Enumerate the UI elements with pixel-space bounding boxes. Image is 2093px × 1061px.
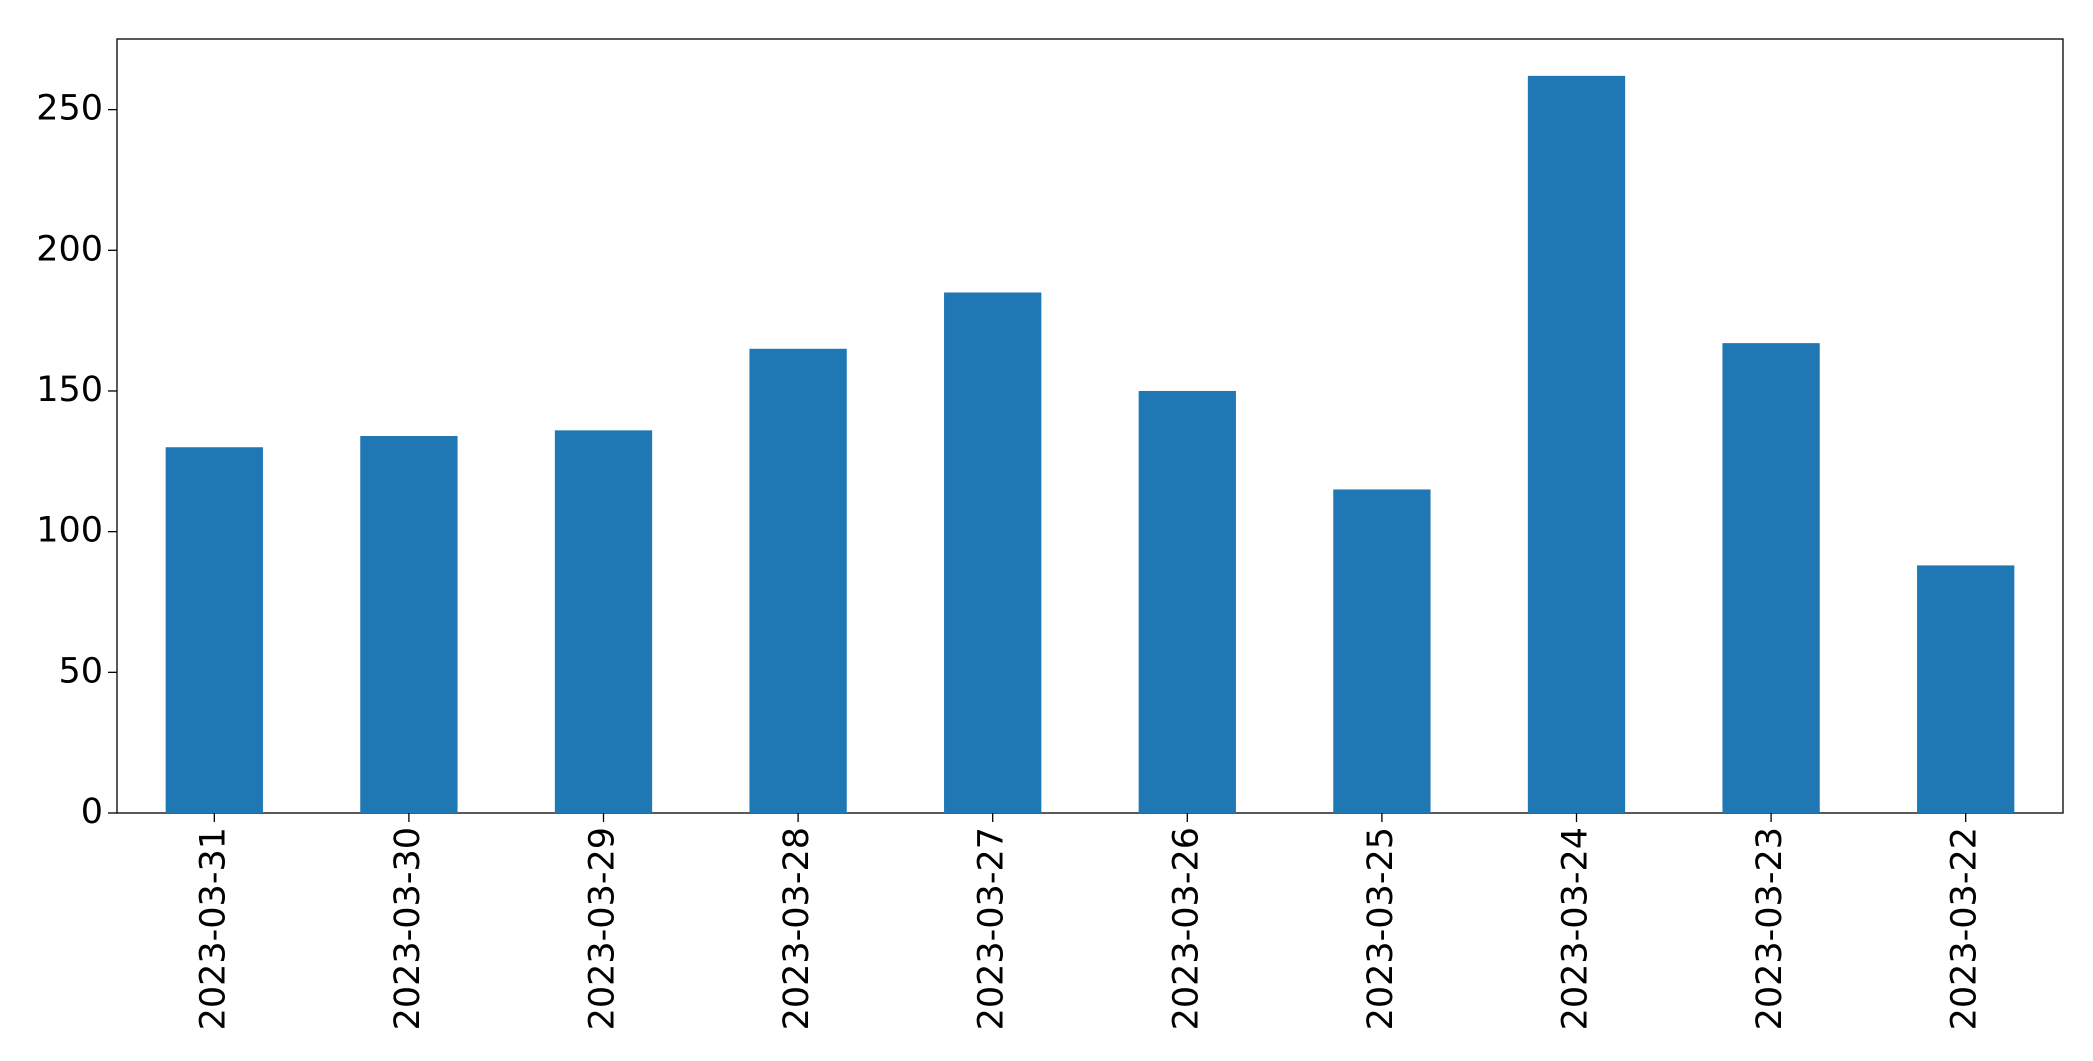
- x-tick-label: 2023-03-25: [1361, 827, 1401, 1030]
- bar: [749, 348, 847, 813]
- x-tick-label: 2023-03-23: [1750, 827, 1790, 1030]
- y-tick-label: 100: [36, 511, 103, 551]
- y-tick-label: 150: [36, 370, 103, 410]
- bar: [1527, 75, 1626, 814]
- y-tick-label: 200: [36, 229, 103, 269]
- bar: [1333, 489, 1431, 813]
- plot-frame: [116, 38, 2064, 814]
- bar: [360, 435, 458, 813]
- x-tick-label: 2023-03-22: [1945, 827, 1985, 1030]
- y-tick-label: 0: [81, 792, 103, 832]
- bar: [1138, 390, 1236, 813]
- y-tick-label: 50: [58, 651, 103, 691]
- bar: [165, 447, 263, 813]
- x-tick-label: 2023-03-27: [972, 827, 1012, 1030]
- x-tick-label: 2023-03-31: [193, 827, 233, 1030]
- x-tick-label: 2023-03-24: [1556, 827, 1596, 1030]
- x-tick-label: 2023-03-28: [777, 827, 817, 1030]
- bar: [554, 430, 653, 813]
- x-tick-label: 2023-03-26: [1166, 827, 1206, 1030]
- bar: [1917, 565, 2015, 813]
- bar: [944, 292, 1042, 813]
- bar: [1722, 343, 1820, 813]
- x-tick-label: 2023-03-30: [388, 827, 428, 1030]
- y-tick-label: 250: [36, 89, 103, 129]
- x-tick-label: 2023-03-29: [583, 827, 623, 1030]
